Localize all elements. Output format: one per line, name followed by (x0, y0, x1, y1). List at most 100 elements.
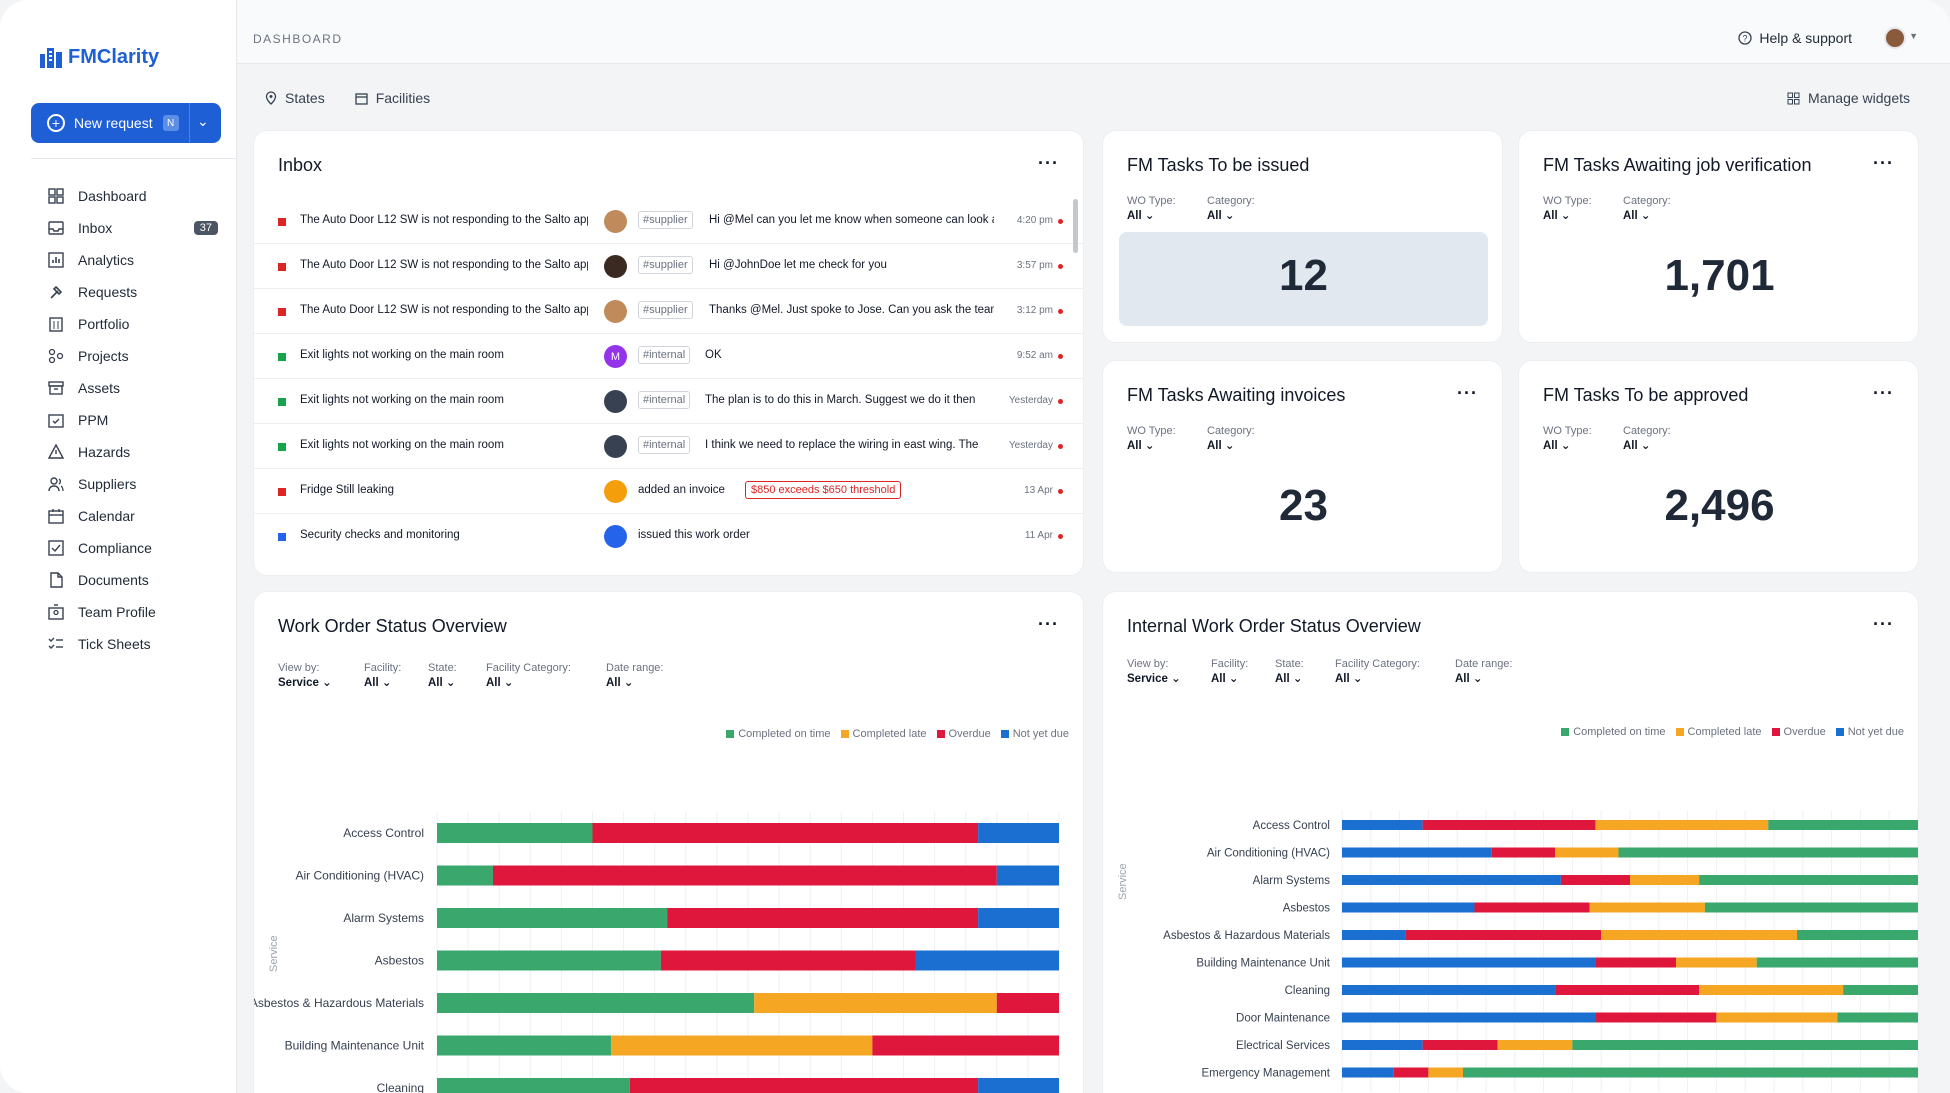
bar-segment-not-yet-due[interactable] (978, 908, 1059, 928)
sidebar-item-dashboard[interactable]: Dashboard (48, 180, 218, 212)
bar-segment-not-yet-due[interactable] (1342, 1012, 1596, 1023)
bar-segment-overdue[interactable] (1393, 1067, 1429, 1078)
category-select[interactable]: Category: All ⌄ (1623, 425, 1671, 452)
legend-item[interactable]: Completed on time (1561, 726, 1666, 738)
inbox-scrollbar[interactable] (1073, 199, 1078, 253)
bar-segment-completed-late[interactable] (1555, 847, 1619, 858)
bar-segment-completed-late[interactable] (1630, 875, 1700, 885)
help-support-link[interactable]: ? Help & support (1738, 30, 1852, 46)
bar-segment-completed-on-time[interactable] (437, 950, 661, 971)
sidebar-item-portfolio[interactable]: Portfolio (48, 308, 218, 340)
wo-type-select[interactable]: WO Type: All ⌄ (1127, 425, 1176, 452)
legend-item[interactable]: Not yet due (1835, 726, 1904, 738)
bar-segment-overdue[interactable] (996, 993, 1059, 1013)
tile-highlight[interactable] (1119, 232, 1488, 326)
bar-segment-completed-on-time[interactable] (437, 865, 493, 886)
sidebar-item-team-profile[interactable]: Team Profile (48, 596, 218, 628)
sidebar-item-analytics[interactable]: Analytics (48, 244, 218, 276)
inbox-row[interactable]: The Auto Door L12 SW is not responding t… (254, 289, 1083, 334)
bar-segment-completed-late[interactable] (1676, 957, 1757, 968)
bar-segment-overdue[interactable] (1405, 930, 1602, 940)
bar-segment-not-yet-due[interactable] (978, 823, 1059, 843)
view-by-select[interactable]: View by: Service ⌄ (278, 662, 332, 689)
state-select[interactable]: State: All ⌄ (428, 662, 457, 689)
view-by-select[interactable]: View by: Service ⌄ (1127, 658, 1181, 685)
bar-segment-completed-on-time[interactable] (1704, 902, 1918, 913)
channel-tag[interactable]: #internal (638, 391, 691, 409)
category-select[interactable]: Category: All ⌄ (1207, 195, 1255, 222)
state-select[interactable]: State: All ⌄ (1275, 658, 1304, 685)
bar-segment-not-yet-due[interactable] (996, 865, 1059, 886)
channel-tag[interactable]: #internal (638, 436, 691, 454)
bar-segment-overdue[interactable] (1595, 1012, 1717, 1023)
bar-segment-completed-on-time[interactable] (1618, 847, 1918, 858)
inbox-row[interactable]: Fridge Still leaking added an invoice $850… (254, 469, 1083, 514)
bar-segment-not-yet-due[interactable] (1342, 847, 1492, 858)
more-options-icon[interactable]: ··· (1873, 383, 1894, 403)
bar-segment-not-yet-due[interactable] (915, 950, 1059, 971)
legend-item[interactable]: Overdue (1771, 726, 1826, 738)
inbox-row[interactable]: Exit lights not working on the main room… (254, 334, 1083, 379)
bar-segment-not-yet-due[interactable] (1342, 1067, 1394, 1078)
bar-segment-completed-on-time[interactable] (1837, 1012, 1918, 1023)
wo-type-select[interactable]: WO Type: All ⌄ (1127, 195, 1176, 222)
bar-segment-overdue[interactable] (1560, 875, 1630, 885)
inbox-row[interactable]: Exit lights not working on the main room… (254, 424, 1083, 469)
inbox-row[interactable]: The Auto Door L12 SW is not responding t… (254, 244, 1083, 289)
sidebar-item-hazards[interactable]: Hazards (48, 436, 218, 468)
bar-segment-overdue[interactable] (1595, 957, 1677, 968)
bar-segment-completed-on-time[interactable] (437, 993, 755, 1013)
bar-segment-completed-on-time[interactable] (1756, 957, 1918, 968)
sidebar-item-inbox[interactable]: Inbox 37 (48, 212, 218, 244)
facility-category-select[interactable]: Facility Category: All ⌄ (486, 662, 571, 689)
bar-segment-overdue[interactable] (592, 823, 979, 843)
bar-segment-completed-on-time[interactable] (1843, 985, 1918, 995)
sidebar-item-suppliers[interactable]: Suppliers (48, 468, 218, 500)
bar-segment-overdue[interactable] (1422, 820, 1596, 830)
bar-segment-overdue[interactable] (492, 865, 997, 886)
channel-tag[interactable]: #supplier (638, 256, 693, 274)
bar-segment-not-yet-due[interactable] (1342, 1040, 1423, 1050)
channel-tag[interactable]: #internal (638, 346, 691, 364)
bar-segment-completed-late[interactable] (1428, 1067, 1463, 1078)
bar-segment-overdue[interactable] (1491, 847, 1556, 858)
bar-segment-completed-on-time[interactable] (1699, 875, 1918, 885)
bar-segment-not-yet-due[interactable] (1342, 902, 1475, 913)
manage-widgets-button[interactable]: Manage widgets (1787, 90, 1910, 106)
bar-segment-completed-on-time[interactable] (437, 823, 593, 843)
bar-segment-not-yet-due[interactable] (1342, 820, 1423, 830)
facility-select[interactable]: Facility: All ⌄ (1211, 658, 1249, 685)
bar-segment-completed-late[interactable] (1595, 820, 1769, 830)
bar-segment-completed-late[interactable] (1699, 985, 1844, 995)
sidebar-item-tick-sheets[interactable]: Tick Sheets (48, 628, 218, 660)
bar-segment-overdue[interactable] (1555, 985, 1700, 995)
bar-segment-completed-on-time[interactable] (1768, 820, 1918, 830)
wo-type-select[interactable]: WO Type: All ⌄ (1543, 425, 1592, 452)
date-range-select[interactable]: Date range: All ⌄ (1455, 658, 1513, 685)
sidebar-item-assets[interactable]: Assets (48, 372, 218, 404)
bar-segment-completed-late[interactable] (611, 1035, 873, 1056)
bar-segment-not-yet-due[interactable] (1342, 875, 1561, 885)
bar-segment-overdue[interactable] (660, 950, 916, 971)
bar-segment-completed-on-time[interactable] (437, 908, 668, 928)
bar-segment-overdue[interactable] (1474, 902, 1590, 913)
bar-segment-overdue[interactable] (872, 1035, 1059, 1056)
inbox-row[interactable]: The Auto Door L12 SW is not responding t… (254, 199, 1083, 244)
sidebar-item-compliance[interactable]: Compliance (48, 532, 218, 564)
user-avatar[interactable] (1884, 27, 1906, 49)
date-range-select[interactable]: Date range: All ⌄ (606, 662, 664, 689)
bar-segment-not-yet-due[interactable] (978, 1078, 1059, 1093)
category-select[interactable]: Category: All ⌄ (1207, 425, 1255, 452)
more-options-icon[interactable]: ··· (1038, 153, 1059, 173)
channel-tag[interactable]: #supplier (638, 301, 693, 319)
inbox-row[interactable]: Security checks and monitoring issued thi… (254, 514, 1083, 557)
bar-segment-completed-on-time[interactable] (437, 1078, 630, 1093)
bar-segment-not-yet-due[interactable] (1342, 930, 1406, 940)
sidebar-item-requests[interactable]: Requests (48, 276, 218, 308)
more-options-icon[interactable]: ··· (1038, 614, 1059, 634)
bar-segment-completed-on-time[interactable] (1797, 930, 1918, 940)
channel-tag[interactable]: #supplier (638, 211, 693, 229)
bar-segment-completed-on-time[interactable] (437, 1035, 612, 1056)
bar-segment-overdue[interactable] (1422, 1040, 1498, 1050)
facilities-filter[interactable]: Facilities (355, 90, 430, 106)
